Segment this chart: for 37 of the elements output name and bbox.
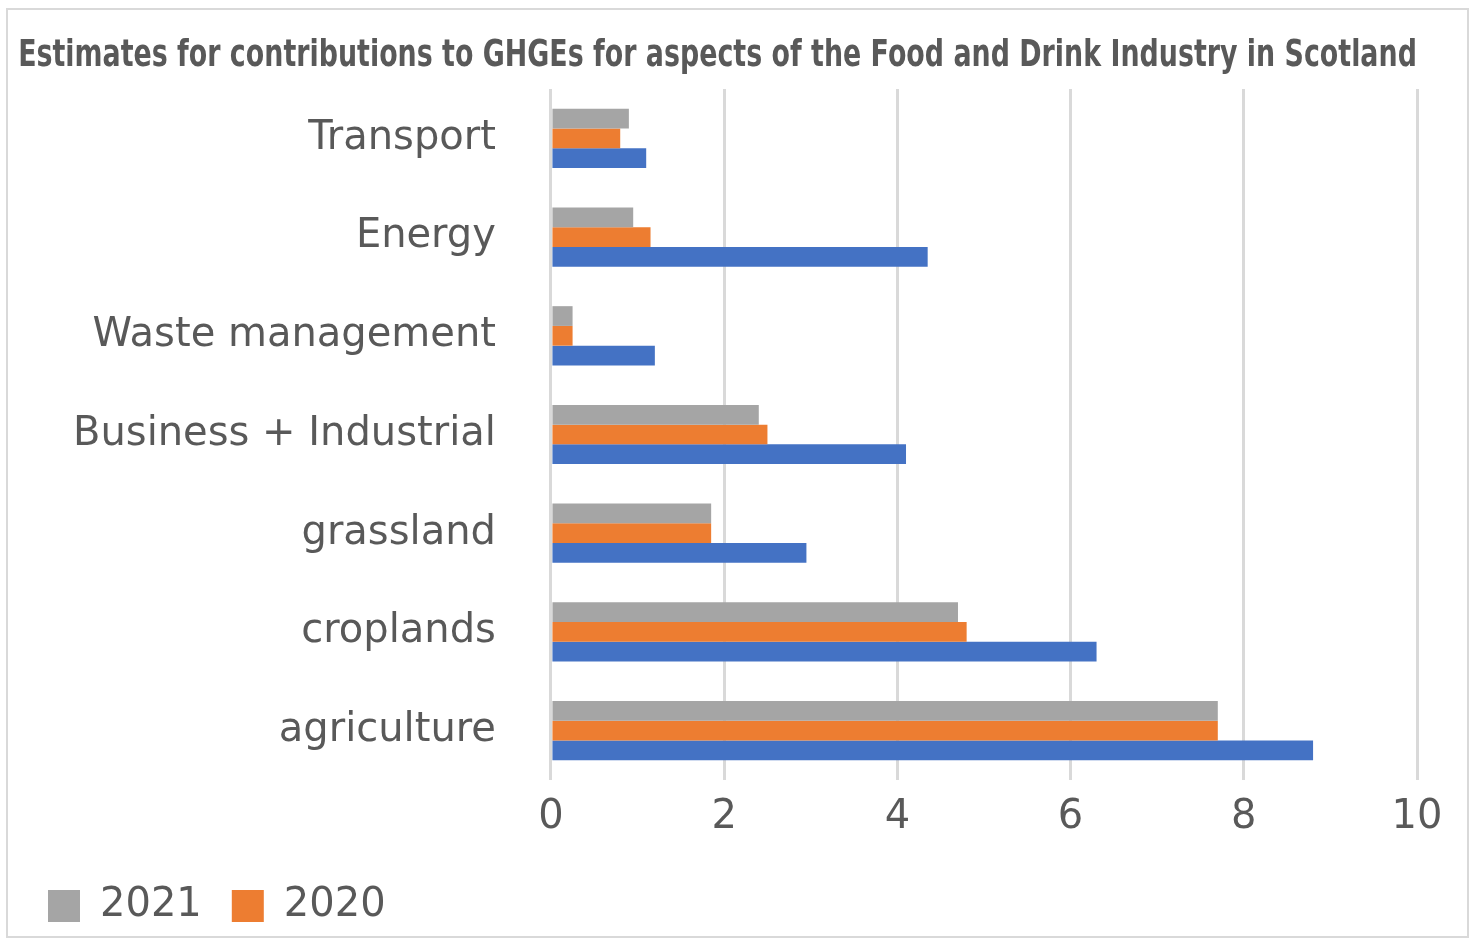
bar — [552, 207, 634, 228]
bar — [552, 740, 1314, 761]
y-tick-label: Waste management — [92, 309, 496, 356]
y-tick-label: agriculture — [278, 704, 496, 751]
chart-title: Estimates for contributions to GHGEs for aspects of the Food and Drink Industry in Scotland — [18, 30, 1417, 76]
y-tick-label: Transport — [307, 111, 496, 158]
y-tick-label: croplands — [301, 605, 496, 652]
bar — [552, 404, 759, 425]
bar — [552, 128, 621, 149]
bar — [552, 503, 712, 524]
bar — [552, 148, 647, 168]
bar — [552, 444, 907, 465]
x-tick-label: 8 — [1231, 791, 1257, 838]
bar — [552, 306, 573, 326]
x-tick-label: 4 — [884, 791, 911, 838]
bar — [552, 701, 1218, 721]
legend-label: 2021 — [100, 879, 202, 926]
y-tick-label: Energy — [355, 210, 496, 257]
legend-label: 2020 — [283, 879, 386, 926]
x-tick-label: 0 — [538, 791, 564, 838]
bar — [552, 325, 573, 346]
x-tick-label: 6 — [1057, 791, 1084, 838]
x-tick-label: 10 — [1391, 791, 1443, 838]
bar — [552, 543, 807, 563]
bar — [552, 424, 768, 445]
bar — [552, 523, 712, 544]
bar — [552, 602, 958, 623]
bar — [552, 720, 1218, 741]
y-tick-label: Business + Industrial — [72, 407, 496, 454]
bar — [552, 622, 967, 642]
bar — [552, 345, 655, 366]
bar — [552, 641, 1097, 662]
bar — [552, 246, 928, 267]
bar — [552, 108, 629, 129]
bar — [552, 227, 651, 247]
x-tick-label: 2 — [711, 791, 737, 838]
y-tick-label: grassland — [301, 506, 496, 553]
